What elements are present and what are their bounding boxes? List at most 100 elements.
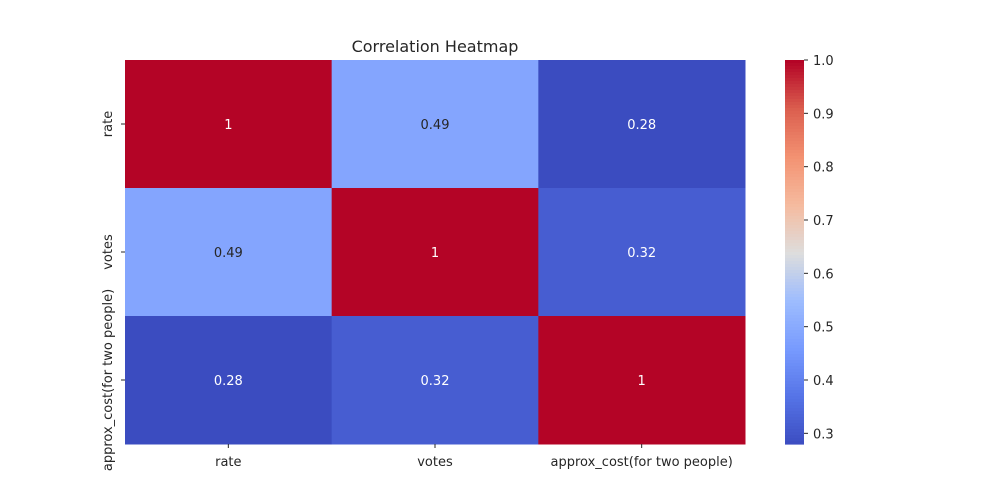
colorbar-segment xyxy=(785,120,804,124)
colorbar-tick-label: 0.8 xyxy=(813,161,834,176)
colorbar-segment xyxy=(785,432,804,436)
colorbar-segment xyxy=(785,258,804,262)
colorbar-segment xyxy=(785,225,804,229)
colorbar-segment xyxy=(785,333,804,337)
colorbar-segment xyxy=(785,240,804,244)
colorbar-tick-label: 0.6 xyxy=(813,267,834,282)
colorbar-segment xyxy=(785,246,804,250)
cell-value-label: 0.28 xyxy=(627,118,656,133)
colorbar-segment xyxy=(785,390,804,394)
colorbar-segment xyxy=(785,360,804,364)
colorbar-segment xyxy=(785,234,804,238)
colorbar-segment xyxy=(785,186,804,190)
colorbar-segment xyxy=(785,426,804,430)
colorbar-segment xyxy=(785,207,804,211)
colorbar-segment xyxy=(785,303,804,307)
colorbar-segment xyxy=(785,300,804,304)
heatmap-cells xyxy=(125,60,746,445)
colorbar-segment xyxy=(785,330,804,334)
colorbar-segment xyxy=(785,81,804,85)
y-axis: rate votes approx_cost(for two people) xyxy=(101,111,125,471)
colorbar: 0.3 0.4 0.5 0.6 0.7 0.8 0.9 1.0 xyxy=(785,54,834,445)
colorbar-segment xyxy=(785,348,804,352)
colorbar-segment xyxy=(785,204,804,208)
cell-value-label: 0.49 xyxy=(214,246,243,261)
colorbar-segment xyxy=(785,429,804,433)
colorbar-segment xyxy=(785,231,804,235)
colorbar-segment xyxy=(785,408,804,412)
colorbar-segment xyxy=(785,381,804,385)
heatmap-cell xyxy=(125,316,333,445)
colorbar-segment xyxy=(785,150,804,154)
colorbar-segment xyxy=(785,267,804,271)
colorbar-segment xyxy=(785,183,804,187)
colorbar-tick-label: 0.9 xyxy=(813,107,834,122)
heatmap-cell xyxy=(331,316,539,445)
colorbar-segment xyxy=(785,252,804,256)
colorbar-segment xyxy=(785,189,804,193)
colorbar-segment xyxy=(785,375,804,379)
colorbar-segment xyxy=(785,177,804,181)
colorbar-segment xyxy=(785,111,804,115)
colorbar-tick-label: 0.4 xyxy=(813,374,834,389)
heatmap-cell xyxy=(538,188,746,317)
colorbar-segment xyxy=(785,93,804,97)
colorbar-segment xyxy=(785,435,804,439)
y-tick-label: rate xyxy=(101,111,116,137)
colorbar-segment xyxy=(785,327,804,331)
colorbar-segment xyxy=(785,243,804,247)
cell-value-label: 0.32 xyxy=(627,246,656,261)
colorbar-segment xyxy=(785,306,804,310)
colorbar-segment xyxy=(785,264,804,268)
colorbar-segment xyxy=(785,201,804,205)
colorbar-segment xyxy=(785,315,804,319)
colorbar-segment xyxy=(785,75,804,79)
colorbar-segment xyxy=(785,216,804,220)
colorbar-segment xyxy=(785,273,804,277)
colorbar-segment xyxy=(785,135,804,139)
colorbar-segment xyxy=(785,114,804,118)
x-tick-label: rate xyxy=(215,455,241,470)
cell-value-label: 1 xyxy=(224,118,232,133)
colorbar-segment xyxy=(785,399,804,403)
colorbar-segment xyxy=(785,342,804,346)
colorbar-tick-label: 0.7 xyxy=(813,214,834,229)
colorbar-segment xyxy=(785,321,804,325)
y-tick-label: approx_cost(for two people) xyxy=(101,289,116,471)
colorbar-tick-label: 0.3 xyxy=(813,427,834,442)
chart-title: Correlation Heatmap xyxy=(352,37,519,56)
colorbar-segment xyxy=(785,378,804,382)
colorbar-segment xyxy=(785,66,804,70)
colorbar-segment xyxy=(785,129,804,133)
colorbar-segment xyxy=(785,168,804,172)
colorbar-segment xyxy=(785,270,804,274)
colorbar-segment xyxy=(785,402,804,406)
colorbar-segment xyxy=(785,438,804,442)
colorbar-segment xyxy=(785,324,804,328)
colorbar-segment xyxy=(785,63,804,67)
heatmap-cell xyxy=(331,60,539,189)
colorbar-segment xyxy=(785,249,804,253)
colorbar-segment xyxy=(785,84,804,88)
colorbar-segment xyxy=(785,69,804,73)
heatmap-cell xyxy=(538,316,746,445)
colorbar-segment xyxy=(785,369,804,373)
cell-value-label: 1 xyxy=(638,374,646,389)
colorbar-segment xyxy=(785,126,804,130)
colorbar-segment xyxy=(785,396,804,400)
colorbar-segment xyxy=(785,345,804,349)
colorbar-segment xyxy=(785,318,804,322)
colorbar-segment xyxy=(785,351,804,355)
colorbar-segment xyxy=(785,174,804,178)
colorbar-segment xyxy=(785,219,804,223)
colorbar-segment xyxy=(785,141,804,145)
y-tick-label: votes xyxy=(101,234,116,270)
colorbar-segment xyxy=(785,417,804,421)
colorbar-segment xyxy=(785,78,804,82)
colorbar-segment xyxy=(785,102,804,106)
colorbar-segment xyxy=(785,237,804,241)
colorbar-segment xyxy=(785,255,804,259)
colorbar-segment xyxy=(785,441,804,445)
colorbar-segment xyxy=(785,354,804,358)
colorbar-segment xyxy=(785,90,804,94)
